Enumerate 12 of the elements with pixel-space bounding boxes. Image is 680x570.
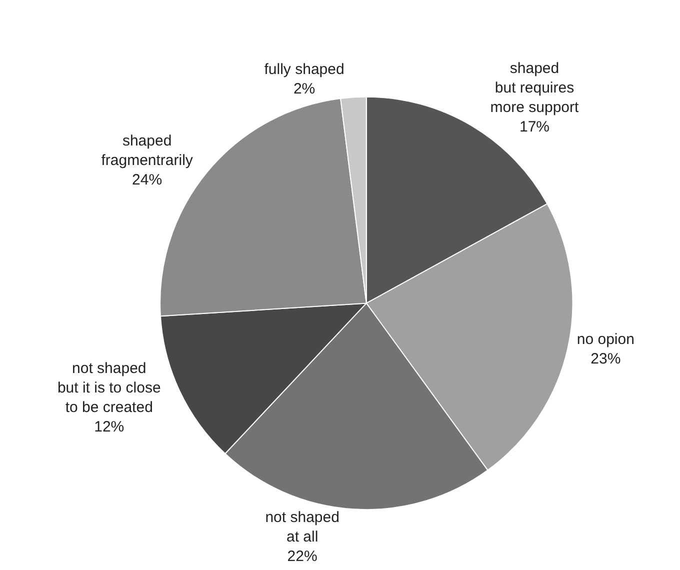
data-label: 23% [590,350,621,368]
data-label: 12% [94,418,124,436]
slice-label: no opion [576,330,634,348]
data-label: 22% [287,548,318,566]
slice-label: shaped fragmentrarily [101,132,194,169]
slice-label: not shaped at all [265,509,340,546]
data-label: 2% [293,80,316,98]
data-label: 17% [519,118,550,136]
data-label: 24% [132,171,162,188]
slice-label: fully shaped [264,60,344,78]
slice-label: shaped but requires more support [490,60,580,116]
slice-label: not shaped but it is to close to be created [57,360,161,416]
